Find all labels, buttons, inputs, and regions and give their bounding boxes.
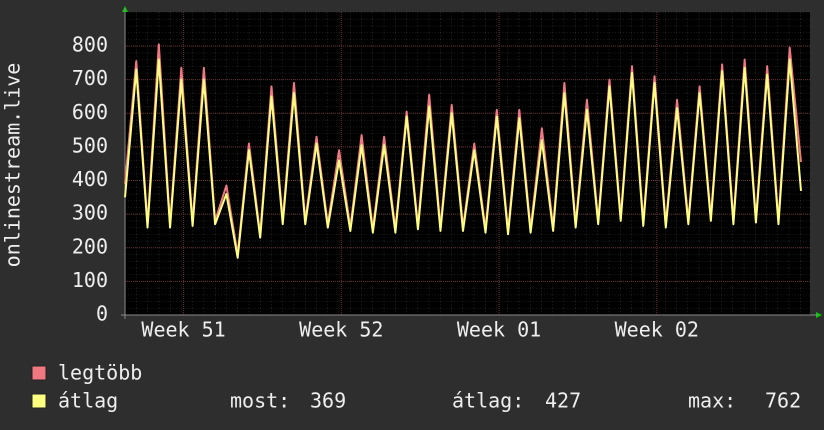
legend-swatch [31,393,47,409]
y-tick-label: 100 [72,268,108,292]
legend-swatch [31,365,47,381]
y-tick-label: 600 [72,100,108,124]
y-tick-label: 800 [72,33,108,57]
x-tick-label: Week 52 [299,318,383,342]
x-tick-label: Week 51 [141,318,225,342]
stat-value: 369 [310,389,346,413]
x-tick-label: Week 01 [457,318,541,342]
stat-value: 762 [765,389,801,413]
axis-arrow [816,312,822,318]
y-tick-label: 300 [72,201,108,225]
minor-grid [125,12,810,315]
y-tick-label: 200 [72,234,108,258]
y-tick-label: 500 [72,133,108,157]
y-tick-label: 0 [96,302,108,326]
x-tick-label: Week 02 [615,318,699,342]
y-tick-label: 400 [72,167,108,191]
legend-label: legtöbb [58,361,142,385]
stat-label: most: [230,389,290,413]
stat-label: átlag: [452,389,524,413]
series-line [124,58,802,259]
legend-label: átlag [58,389,118,413]
stat-value: 427 [545,389,581,413]
y-tick-label: 700 [72,66,108,90]
y-axis-label: onlinestream.live [1,63,25,268]
stat-label: max: [688,389,736,413]
